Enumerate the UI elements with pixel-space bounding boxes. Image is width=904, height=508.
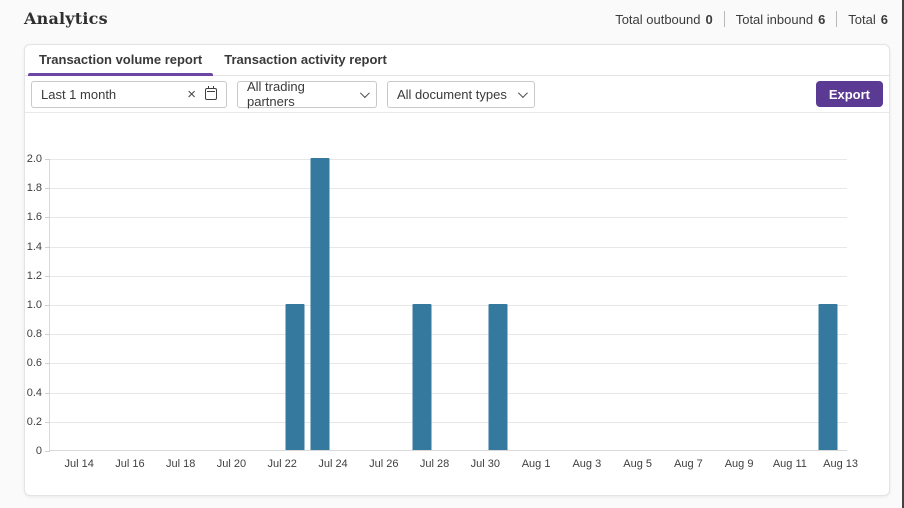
gridline xyxy=(50,217,847,219)
y-axis-label: 1.0 xyxy=(26,299,42,311)
totals-divider xyxy=(836,11,838,27)
y-axis-label: 0.6 xyxy=(26,357,42,370)
total-label: Total xyxy=(848,11,876,27)
y-axis-label: 0.8 xyxy=(26,328,42,341)
gridline xyxy=(50,246,847,248)
x-axis-label: Aug 13 xyxy=(823,458,859,470)
calendar-icon[interactable] xyxy=(205,85,217,100)
x-axis-label: Jul 20 xyxy=(216,458,247,470)
y-axis-label: 0 xyxy=(35,445,42,457)
y-axis-label: 1.2 xyxy=(26,269,42,282)
total-label: Total inbound xyxy=(735,11,814,27)
y-axis-label: 1.6 xyxy=(26,211,42,224)
y-tick-mark xyxy=(45,275,50,277)
document-types-select[interactable]: All document types xyxy=(387,80,535,108)
tab-label: Transaction activity report xyxy=(224,52,387,67)
gridline xyxy=(50,305,847,306)
chevron-down-icon xyxy=(517,87,528,98)
export-button[interactable]: Export xyxy=(815,81,883,107)
date-range-value: Last 1 month xyxy=(41,86,117,102)
plot-area: 2.0 1.8 1.6 1.4 1.2 1.0 0.8 0.6 0.4 0.2 0 Jul 14 Jul… xyxy=(27,153,858,470)
y-tick-mark xyxy=(45,305,50,306)
x-axis-label: Jul 22 xyxy=(267,458,297,470)
page-header: Analytics Total outbound 0 Total inbound 6 T… xyxy=(0,0,904,42)
totals: Total outbound 0 Total inbound 6 Total 6 xyxy=(615,11,888,27)
tabs-row: Transaction volume report Transaction act… xyxy=(25,45,889,76)
gridline xyxy=(50,421,847,423)
x-axis-label: Jul 24 xyxy=(318,458,348,470)
date-range-input[interactable]: Last 1 month × xyxy=(31,80,227,108)
y-tick-mark xyxy=(45,334,50,336)
x-axis-label: Aug 3 xyxy=(572,458,602,470)
chevron-down-icon xyxy=(360,87,370,98)
document-types-value: All document types xyxy=(397,86,507,102)
y-tick-mark xyxy=(45,159,50,160)
tab-activity-report[interactable]: Transaction activity report xyxy=(213,45,398,75)
bar-jul-23[interactable] xyxy=(310,158,330,450)
x-axis-label: Jul 28 xyxy=(419,458,450,470)
window-right-edge xyxy=(902,0,904,508)
x-axis-label: Aug 7 xyxy=(674,458,703,470)
clear-date-icon[interactable]: × xyxy=(187,85,196,103)
active-tab-underline xyxy=(28,73,214,76)
gridline xyxy=(50,275,847,277)
total-value: 6 xyxy=(818,11,826,27)
x-axis-label: Jul 18 xyxy=(166,458,196,470)
total-value: 0 xyxy=(705,11,713,27)
y-tick-mark xyxy=(45,451,50,452)
bar-jul-22[interactable] xyxy=(285,304,305,450)
total-value: 6 xyxy=(880,11,888,27)
chart-area: 2.0 1.8 1.6 1.4 1.2 1.0 0.8 0.6 0.4 0.2 0 Jul 14 Jul… xyxy=(25,114,889,495)
bar-jul-30[interactable] xyxy=(488,304,508,450)
trading-partners-value: All trading partners xyxy=(247,79,305,109)
bar-jul-27[interactable] xyxy=(412,304,432,450)
x-axis-label: Aug 1 xyxy=(521,458,551,470)
y-tick-mark xyxy=(45,217,50,219)
trading-partners-select[interactable]: All trading partners xyxy=(237,79,377,109)
x-axis-label: Jul 26 xyxy=(369,458,399,470)
x-axis-label: Jul 30 xyxy=(470,458,500,470)
y-tick-mark xyxy=(45,392,50,394)
y-tick-mark xyxy=(45,363,50,365)
gridline xyxy=(50,159,847,160)
tab-volume-report[interactable]: Transaction volume report xyxy=(28,45,214,76)
y-tick-mark xyxy=(45,188,50,190)
gridline xyxy=(50,188,847,190)
x-axis-label: Jul 14 xyxy=(64,458,94,470)
gridline xyxy=(50,334,847,336)
y-axis-label: 0.4 xyxy=(26,386,42,399)
y-axis-label: 1.4 xyxy=(26,240,42,253)
y-axis-label: 0.2 xyxy=(26,415,42,428)
x-axis-label: Aug 11 xyxy=(772,458,807,470)
x-axis-label: Aug 5 xyxy=(623,458,652,470)
x-axis-label: Aug 9 xyxy=(724,458,754,470)
totals-divider xyxy=(723,11,725,27)
y-axis-label: 1.8 xyxy=(26,182,42,195)
bar-aug-12[interactable] xyxy=(818,304,838,450)
x-axis-label: Jul 16 xyxy=(115,458,145,470)
total-label: Total outbound xyxy=(615,11,701,27)
tab-label: Transaction volume report xyxy=(39,52,203,67)
y-tick-mark xyxy=(45,246,50,248)
page-title: Analytics xyxy=(24,9,108,28)
y-tick-mark xyxy=(45,421,50,423)
y-axis-label: 2.0 xyxy=(26,153,42,165)
filter-row: Last 1 month × All trading partners All … xyxy=(25,76,889,113)
gridline xyxy=(50,363,847,365)
gridline xyxy=(50,392,847,394)
report-card: Transaction volume report Transaction act… xyxy=(24,44,890,496)
